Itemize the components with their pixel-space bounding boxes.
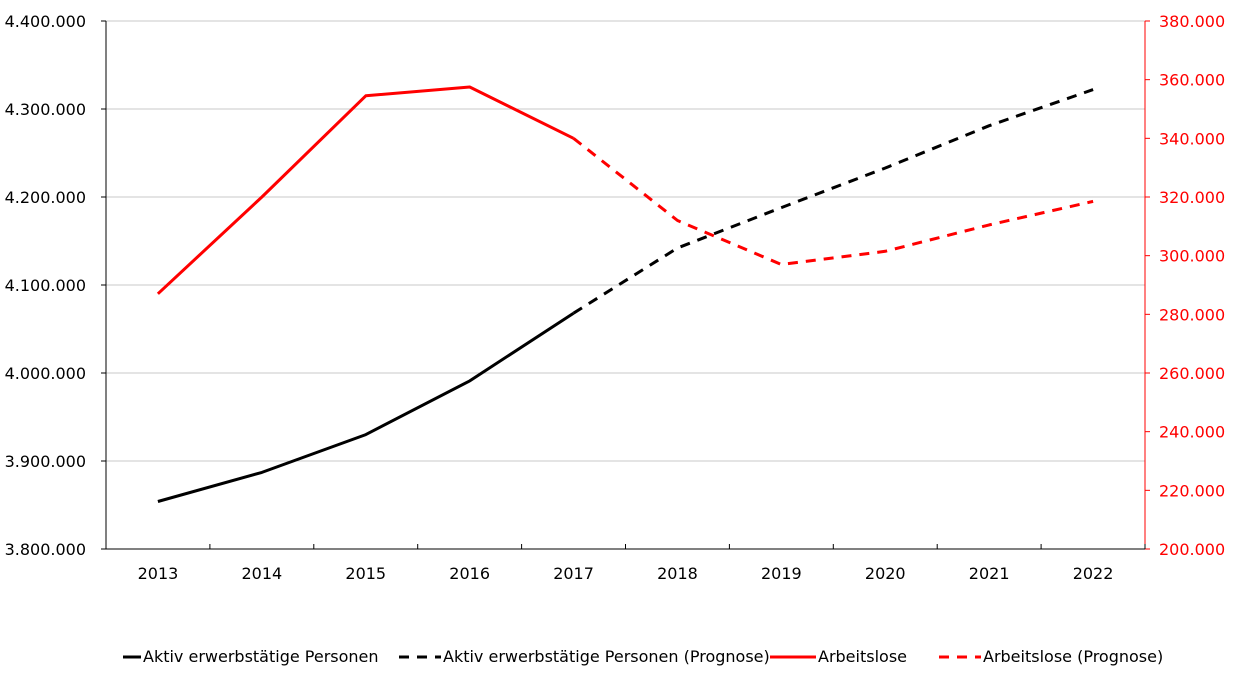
gridlines xyxy=(106,20,1145,462)
series-line-3 xyxy=(156,85,575,295)
series-lines xyxy=(156,85,1094,503)
left-tick-label: 4.000.000 xyxy=(5,364,86,383)
series-line-4 xyxy=(572,137,1094,266)
x-tick-label: 2015 xyxy=(345,564,386,583)
right-tick-label: 300.000 xyxy=(1159,247,1225,266)
series-line-2 xyxy=(572,88,1094,315)
left-tick-label: 4.400.000 xyxy=(5,12,86,31)
right-tick-label: 320.000 xyxy=(1159,188,1225,207)
left-tick-label: 3.900.000 xyxy=(5,452,86,471)
x-tick-label: 2020 xyxy=(865,564,906,583)
legend: Aktiv erwerbstätige Personen Aktiv erwerb… xyxy=(123,647,1163,666)
series-line-1 xyxy=(157,311,575,503)
right-tick-label: 260.000 xyxy=(1159,364,1225,383)
right-tick-label: 380.000 xyxy=(1159,12,1225,31)
left-tick-label: 3.800.000 xyxy=(5,540,86,559)
legend-label: Arbeitslose (Prognose) xyxy=(983,647,1163,666)
right-tick-label: 240.000 xyxy=(1159,423,1225,442)
x-tick-label: 2018 xyxy=(657,564,698,583)
axes: 3.800.000 3.900.000 4.000.000 4.100.000 4.20… xyxy=(5,12,1226,583)
left-tick-label: 4.300.000 xyxy=(5,100,86,119)
left-tick-label: 4.100.000 xyxy=(5,276,86,295)
right-tick-label: 220.000 xyxy=(1159,481,1225,500)
right-tick-label: 200.000 xyxy=(1159,540,1225,559)
legend-label: Aktiv erwerbstätige Personen (Prognose) xyxy=(443,647,770,666)
x-tick-label: 2019 xyxy=(761,564,802,583)
x-tick-label: 2017 xyxy=(553,564,594,583)
right-tick-label: 360.000 xyxy=(1159,71,1225,90)
x-tick-label: 2013 xyxy=(138,564,179,583)
x-tick-label: 2016 xyxy=(449,564,490,583)
x-tick-label: 2021 xyxy=(969,564,1010,583)
x-tick-label: 2022 xyxy=(1073,564,1114,583)
x-tick-label: 2014 xyxy=(241,564,282,583)
legend-label: Arbeitslose xyxy=(818,647,907,666)
right-tick-label: 340.000 xyxy=(1159,129,1225,148)
legend-label: Aktiv erwerbstätige Personen xyxy=(143,647,379,666)
right-tick-label: 280.000 xyxy=(1159,305,1225,324)
left-tick-label: 4.200.000 xyxy=(5,188,86,207)
